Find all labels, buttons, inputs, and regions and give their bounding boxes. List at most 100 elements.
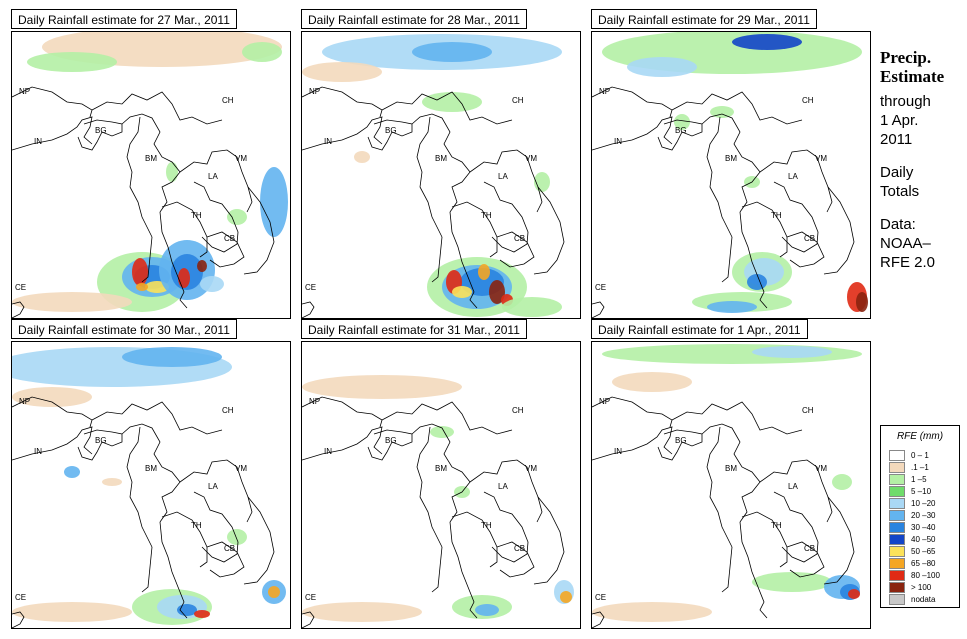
country-border xyxy=(91,401,223,435)
country-label: CB xyxy=(224,544,235,553)
panel-title: Daily Rainfall estimate for 29 Mar., 201… xyxy=(591,9,817,29)
rain-area xyxy=(848,589,860,599)
country-label: CH xyxy=(512,406,524,415)
country-label: TH xyxy=(771,211,782,220)
rain-area xyxy=(227,529,247,545)
country-border xyxy=(367,429,413,461)
country-label: VM xyxy=(235,464,247,473)
country-border xyxy=(706,426,733,548)
country-border xyxy=(786,231,825,268)
country-border xyxy=(381,91,513,125)
country-border xyxy=(91,91,223,125)
rain-area xyxy=(412,42,492,62)
legend-item: 40 –50 xyxy=(889,534,959,546)
country-border xyxy=(721,236,733,283)
country-border xyxy=(381,401,513,435)
rain-area xyxy=(132,258,148,286)
country-border xyxy=(367,119,413,151)
legend-label: 5 –10 xyxy=(911,487,932,496)
side-caption: Precip. Estimate through 1 Apr. 2011 Dai… xyxy=(880,48,965,272)
rain-area xyxy=(177,604,197,616)
legend-label: 50 –65 xyxy=(911,547,936,556)
country-border xyxy=(739,521,768,619)
rain-area xyxy=(12,602,132,622)
country-label: VM xyxy=(525,154,537,163)
rain-area xyxy=(612,372,692,392)
country-label: TH xyxy=(481,521,492,530)
rainfall-map: NP CH IN BG BM VM LA TH CB CE xyxy=(301,31,581,319)
country-label: VM xyxy=(815,154,827,163)
legend-label: 65 –80 xyxy=(911,559,936,568)
country-label: BM xyxy=(435,464,447,473)
country-border xyxy=(451,201,498,258)
rain-area xyxy=(227,209,247,225)
country-border xyxy=(77,429,123,461)
country-label: IN xyxy=(324,447,332,456)
country-border xyxy=(671,401,803,435)
rain-area xyxy=(732,34,802,50)
country-label: LA xyxy=(208,172,218,181)
legend-label: 30 –40 xyxy=(911,523,936,532)
caption-rfe: RFE 2.0 xyxy=(880,254,936,271)
legend-item: 0 – 1 xyxy=(889,450,959,462)
legend-label: 10 –20 xyxy=(911,499,936,508)
legend-item: > 100 xyxy=(889,582,959,594)
legend-label: 40 –50 xyxy=(911,535,936,544)
legend-item: 50 –65 xyxy=(889,546,959,558)
panel-title: Daily Rainfall estimate for 28 Mar., 201… xyxy=(301,9,527,29)
country-border xyxy=(206,541,245,578)
rain-area xyxy=(707,301,757,313)
rain-area xyxy=(302,602,422,622)
rain-area xyxy=(12,292,132,312)
rain-area xyxy=(302,62,382,82)
rain-area xyxy=(354,151,370,163)
country-border xyxy=(741,201,788,258)
country-label: CH xyxy=(222,96,234,105)
rain-area xyxy=(268,586,280,598)
panel-31mar: Daily Rainfall estimate for 31 Mar., 201… xyxy=(301,319,581,629)
country-border xyxy=(121,423,181,523)
legend-item: 10 –20 xyxy=(889,498,959,510)
country-border xyxy=(161,511,208,568)
panel-title: Daily Rainfall estimate for 1 Apr., 2011 xyxy=(591,319,808,339)
country-border xyxy=(592,116,673,151)
legend-swatch xyxy=(889,510,905,521)
country-border xyxy=(701,423,761,523)
country-label: BG xyxy=(385,126,397,135)
country-label: CE xyxy=(15,283,26,292)
panel-30mar: Daily Rainfall estimate for 30 Mar., 201… xyxy=(11,319,291,629)
country-border xyxy=(592,611,605,628)
country-label: BM xyxy=(145,154,157,163)
rain-area xyxy=(832,474,852,490)
rain-area xyxy=(200,276,224,292)
panel-28mar: Daily Rainfall estimate for 28 Mar., 201… xyxy=(301,9,581,319)
legend-label: 1 –5 xyxy=(911,475,927,484)
legend-swatch xyxy=(889,474,905,485)
rain-area xyxy=(560,591,572,603)
rain-area xyxy=(242,42,282,62)
country-border xyxy=(469,149,543,213)
rain-area xyxy=(475,604,499,616)
caption-daily: Daily xyxy=(880,164,914,181)
country-label: CE xyxy=(595,283,606,292)
country-border xyxy=(496,541,535,578)
caption-title-1: Precip. xyxy=(880,48,932,67)
country-label: CB xyxy=(514,234,525,243)
panel-1apr: Daily Rainfall estimate for 1 Apr., 2011… xyxy=(591,319,871,629)
legend-item: 5 –10 xyxy=(889,486,959,498)
country-border xyxy=(12,426,93,461)
country-border xyxy=(141,236,153,283)
rain-area xyxy=(166,162,178,182)
country-label: BG xyxy=(95,126,107,135)
rainfall-map: NP CH IN BG BM VM LA TH CB CE xyxy=(11,341,291,629)
country-label: CE xyxy=(15,593,26,602)
country-border xyxy=(243,186,275,275)
country-border xyxy=(411,423,471,523)
country-border xyxy=(141,546,153,593)
caption-data: Data: xyxy=(880,216,916,233)
panel-title: Daily Rainfall estimate for 27 Mar., 201… xyxy=(11,9,237,29)
country-border xyxy=(126,426,153,548)
panel-title: Daily Rainfall estimate for 30 Mar., 201… xyxy=(11,319,237,339)
country-label: NP xyxy=(599,397,610,406)
country-label: NP xyxy=(599,87,610,96)
